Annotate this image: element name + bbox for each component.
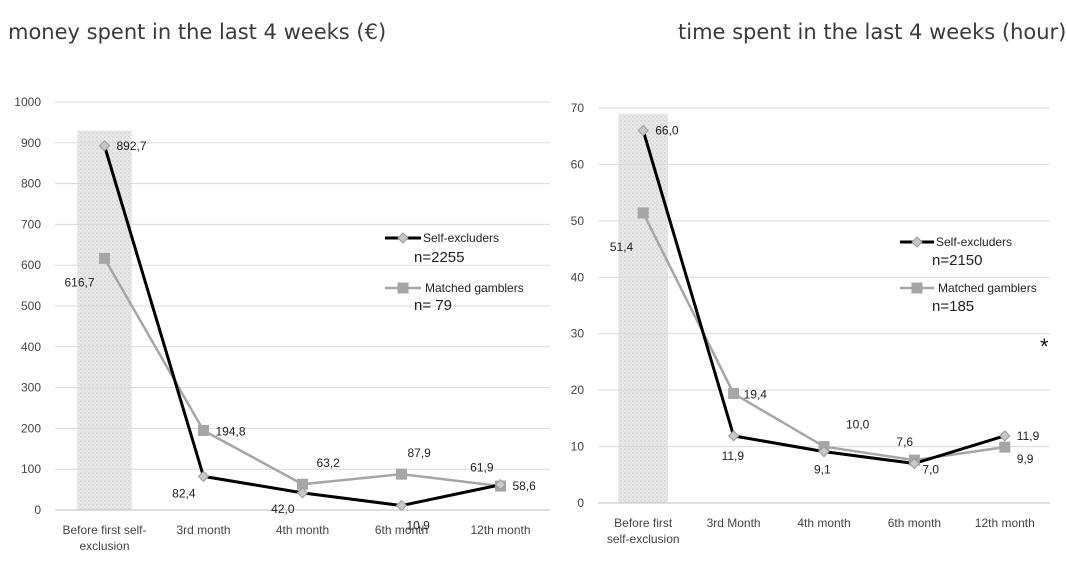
time-point-matched-gamblers: [999, 441, 1011, 453]
time-data-label-matched-gamblers: 19,4: [744, 388, 768, 402]
time-point-self-excluders: [637, 124, 649, 137]
money-data-label-self-excluders: 61,9: [470, 461, 494, 475]
money-xtick-label: 4th month: [276, 523, 329, 537]
time-ytick-label: 50: [571, 214, 585, 228]
money-data-label-matched-gamblers: 616,7: [64, 275, 94, 289]
money-ytick-label: 800: [21, 177, 41, 191]
time-point-self-excluders: [818, 445, 830, 458]
time-legend-marker-matched-gamblers: [911, 282, 923, 294]
time-highlight-band: [618, 113, 669, 503]
money-legend-n-matched-gamblers: n= 79: [414, 297, 452, 314]
time-xtick-label: 3rd Month: [707, 516, 761, 530]
money-point-self-excluders: [296, 487, 309, 499]
money-ytick-label: 400: [21, 340, 41, 354]
time-point-self-excluders: [727, 430, 740, 442]
time-ytick-label: 40: [571, 270, 585, 284]
time-data-label-self-excluders: 11,9: [722, 449, 745, 463]
money-legend-marker-matched-gamblers: [397, 282, 409, 294]
money-chart: 0 100 200 300 400 500 600 700 800 900 1000 Before f…: [14, 95, 550, 553]
money-ytick-label: 200: [21, 421, 41, 435]
time-point-matched-gamblers: [637, 207, 649, 219]
time-ytick-label: 0: [577, 496, 584, 510]
time-data-label-matched-gamblers: 9,9: [1017, 452, 1034, 466]
money-data-label-matched-gamblers: 58,6: [513, 479, 537, 493]
money-point-self-excluders: [395, 499, 408, 512]
time-xtick-label: Before first self-exclusion: [607, 516, 680, 546]
money-ytick-label: 100: [21, 462, 41, 476]
money-ytick-label: 0: [34, 503, 41, 517]
money-xtick-label: 3rd month: [176, 523, 230, 537]
chart-title-time: time spent in the last 4 weeks (hour): [678, 20, 1066, 44]
time-series-line-matched-gamblers: [642, 212, 1005, 462]
money-ytick-label: 300: [21, 381, 41, 395]
money-series-line-self-excluders: [103, 145, 501, 508]
time-data-label-self-excluders: 11,9: [1017, 429, 1040, 443]
money-xtick-label: Before first self-exclusion: [62, 523, 146, 553]
chart-title-money: money spent in the last 4 weeks (€): [8, 20, 387, 44]
time-data-label-matched-gamblers: 51,4: [610, 240, 634, 254]
money-xtick-label: 6th month: [375, 523, 428, 537]
money-point-self-excluders: [98, 140, 111, 152]
time-point-self-excluders: [908, 457, 921, 470]
time-point-matched-gamblers: [728, 388, 740, 400]
time-xtick-label: 12th month: [975, 516, 1035, 530]
time-xtick-label: 6th month: [888, 516, 941, 530]
time-legend-n-matched-gamblers: n=185: [932, 298, 974, 315]
money-legend-label-matched-gamblers: Matched gamblers: [425, 281, 524, 295]
money-point-matched-gamblers: [99, 252, 110, 264]
money-data-label-self-excluders: 892,7: [117, 139, 147, 153]
time-ytick-label: 10: [571, 440, 585, 454]
time-data-label-matched-gamblers: 7,6: [896, 435, 913, 449]
money-point-matched-gamblers: [396, 468, 407, 480]
time-significance-marker: *: [1040, 334, 1049, 359]
money-ytick-label: 900: [21, 136, 41, 150]
money-point-matched-gamblers: [297, 478, 308, 490]
money-point-self-excluders: [197, 470, 210, 483]
time-ytick-label: 20: [571, 383, 585, 397]
time-data-label-self-excluders: 66,0: [655, 124, 679, 138]
money-data-label-self-excluders: 82,4: [172, 486, 196, 500]
time-legend-n-self-excluders: n=2150: [932, 252, 982, 269]
time-legend-label-matched-gamblers: Matched gamblers: [938, 281, 1037, 295]
time-xtick-label: 4th month: [797, 516, 850, 530]
money-data-label-self-excluders: 42,0: [271, 502, 295, 516]
money-legend-n-self-excluders: n=2255: [414, 249, 464, 266]
time-legend-marker-self-excluders: [911, 236, 923, 248]
money-ytick-label: 700: [21, 217, 41, 231]
money-ytick-label: 1000: [14, 95, 41, 109]
money-xtick-label: 12th month: [470, 523, 530, 537]
money-point-matched-gamblers: [198, 425, 209, 437]
money-legend-label-self-excluders: Self-excluders: [423, 231, 499, 245]
time-ytick-label: 60: [571, 157, 585, 171]
time-data-label-matched-gamblers: 10,0: [846, 418, 870, 432]
time-data-label-self-excluders: 7,0: [922, 463, 939, 477]
money-legend-marker-self-excluders: [397, 232, 409, 244]
time-data-label-self-excluders: 9,1: [814, 463, 831, 477]
money-highlight-band: [77, 130, 132, 510]
time-chart: 0 10 20 30 40 50 60 70 Before first self-exclusio…: [571, 101, 1050, 546]
time-ytick-label: 30: [571, 327, 585, 341]
time-point-self-excluders: [999, 430, 1011, 442]
time-legend-label-self-excluders: Self-excluders: [936, 235, 1012, 249]
money-ytick-label: 600: [21, 258, 41, 272]
money-point-self-excluders: [494, 479, 507, 491]
money-data-label-matched-gamblers: 194,8: [216, 425, 246, 439]
money-data-label-matched-gamblers: 63,2: [317, 456, 341, 470]
time-ytick-label: 70: [571, 101, 585, 115]
money-ytick-label: 500: [21, 299, 41, 313]
money-data-label-matched-gamblers: 87,9: [408, 446, 432, 460]
money-data-label-self-excluders: 10,9: [407, 519, 431, 533]
